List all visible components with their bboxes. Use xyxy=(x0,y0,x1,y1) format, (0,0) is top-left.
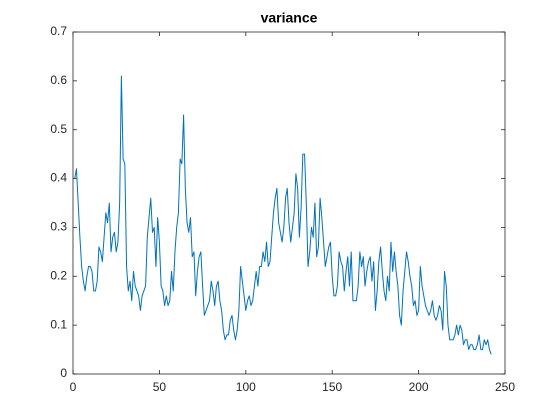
y-tick-label: 0.2 xyxy=(50,268,67,282)
chart-title: variance xyxy=(261,10,318,26)
y-tick-label: 0.4 xyxy=(50,171,67,185)
y-tick-label: 0.5 xyxy=(50,122,67,136)
y-tick-label: 0.6 xyxy=(50,73,67,87)
axes-box xyxy=(72,31,506,375)
x-tick-label: 150 xyxy=(322,380,342,394)
y-tick-label: 0.7 xyxy=(50,24,67,38)
data-line xyxy=(74,75,492,355)
y-tick-label: 0.1 xyxy=(50,317,67,331)
x-tick-label: 200 xyxy=(409,380,429,394)
x-tick-label: 0 xyxy=(70,380,77,394)
y-tick-label: 0 xyxy=(60,366,67,380)
x-tick-label: 100 xyxy=(236,380,256,394)
x-tick-label: 50 xyxy=(153,380,167,394)
x-tick-label: 250 xyxy=(495,380,515,394)
y-tick-label: 0.3 xyxy=(50,220,67,234)
